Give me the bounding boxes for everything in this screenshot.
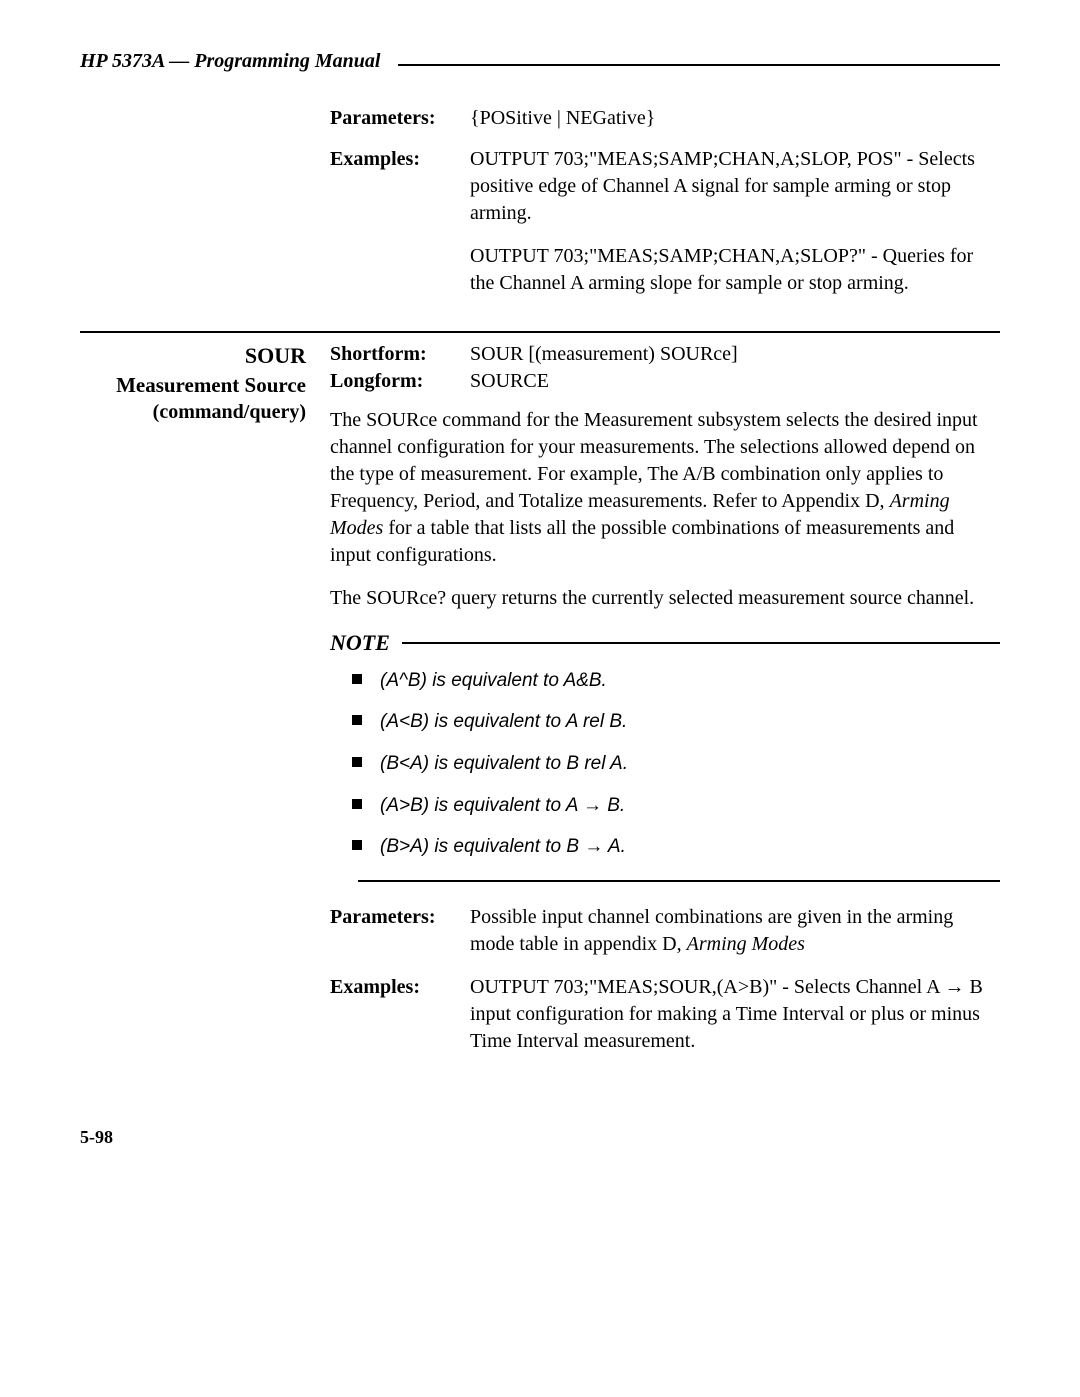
list-item: (A>B) is equivalent to A → B. — [380, 793, 1000, 819]
command-name: SOUR — [80, 341, 306, 371]
page-number: 5-98 — [80, 1125, 1000, 1149]
list-item: (B<A) is equivalent to B rel A. — [380, 751, 1000, 777]
longform-label: Longform: — [330, 368, 470, 395]
sour-header-row: SOUR Measurement Source (command/query) … — [80, 341, 1000, 1055]
examples-value: OUTPUT 703;"MEAS;SOUR,(A>B)" - Selects C… — [470, 974, 1000, 1055]
longform-value: SOURCE — [470, 368, 1000, 395]
shortform-value: SOUR [(measurement) SOURce] — [470, 341, 1000, 368]
shortform-label: Shortform: — [330, 341, 470, 368]
list-item: (B>A) is equivalent to B → A. — [380, 834, 1000, 860]
parameters-label: Parameters: — [330, 904, 470, 958]
parameters-value: Possible input channel combinations are … — [470, 904, 1000, 958]
example-1: OUTPUT 703;"MEAS;SAMP;CHAN,A;SLOP, POS" … — [470, 146, 1000, 227]
example-2: OUTPUT 703;"MEAS;SAMP;CHAN,A;SLOP?" - Qu… — [470, 243, 1000, 297]
header-rule — [398, 64, 1000, 66]
sour-examples-row: Examples: OUTPUT 703;"MEAS;SOUR,(A>B)" -… — [330, 974, 1000, 1055]
page-header: HP 5373A — Programming Manual — [80, 48, 1000, 75]
note-header: NOTE — [330, 628, 1000, 658]
sour-description-2: The SOURce? query returns the currently … — [330, 585, 1000, 612]
top-parameters-row: Parameters: {POSitive | NEGative} — [80, 105, 1000, 132]
list-item: (A^B) is equivalent to A&B. — [380, 668, 1000, 694]
examples-label: Examples: — [330, 974, 470, 1055]
header-title: HP 5373A — Programming Manual — [80, 48, 380, 75]
top-examples-row: Examples: OUTPUT 703;"MEAS;SAMP;CHAN,A;S… — [80, 146, 1000, 313]
section-divider — [80, 331, 1000, 333]
sour-parameters-row: Parameters: Possible input channel combi… — [330, 904, 1000, 958]
note-bullet-list: (A^B) is equivalent to A&B. (A<B) is equ… — [330, 668, 1000, 860]
parameters-value: {POSitive | NEGative} — [470, 105, 1000, 132]
command-type: (command/query) — [80, 399, 306, 426]
examples-label: Examples: — [330, 146, 470, 313]
list-item: (A<B) is equivalent to A rel B. — [380, 709, 1000, 735]
note-end-rule — [358, 880, 1000, 882]
note-rule — [402, 642, 1000, 644]
command-description: Measurement Source — [80, 371, 306, 399]
sour-description-1: The SOURce command for the Measurement s… — [330, 407, 1000, 569]
parameters-label: Parameters: — [330, 105, 470, 132]
note-label: NOTE — [330, 628, 390, 658]
